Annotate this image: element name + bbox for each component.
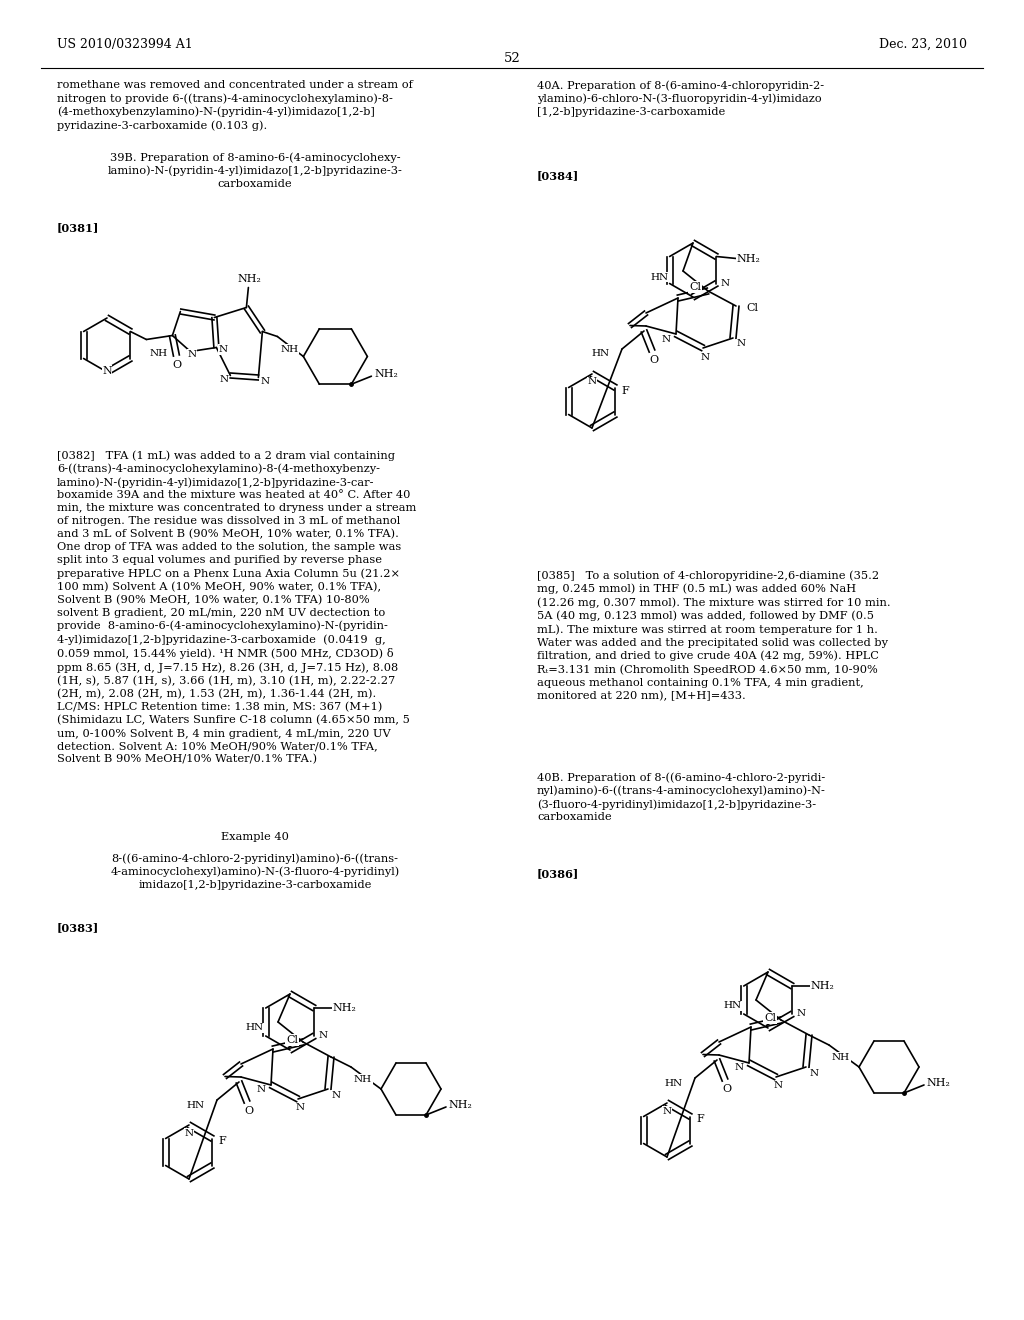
Text: N: N	[737, 339, 746, 348]
Text: N: N	[797, 1010, 805, 1019]
Text: F: F	[696, 1114, 705, 1125]
Text: HN: HN	[246, 1023, 264, 1032]
Text: N: N	[735, 1064, 744, 1072]
Text: NH₂: NH₂	[449, 1100, 472, 1110]
Text: Cl: Cl	[746, 304, 758, 313]
Text: N: N	[260, 378, 269, 385]
Text: 8-((6-amino-4-chloro-2-pyridinyl)amino)-6-((trans-
4-aminocyclohexyl)amino)-N-(3: 8-((6-amino-4-chloro-2-pyridinyl)amino)-…	[111, 853, 399, 890]
Text: NH: NH	[831, 1053, 850, 1063]
Text: HN: HN	[186, 1101, 205, 1110]
Text: NH: NH	[354, 1074, 372, 1084]
Text: NH₂: NH₂	[810, 981, 835, 991]
Text: N: N	[318, 1031, 328, 1040]
Text: Dec. 23, 2010: Dec. 23, 2010	[879, 38, 967, 51]
Text: N: N	[102, 366, 112, 376]
Text: NH₂: NH₂	[736, 253, 761, 264]
Text: N: N	[588, 378, 597, 387]
Text: [0385]   To a solution of 4-chloropyridine-2,6-diamine (35.2
mg, 0.245 mmol) in : [0385] To a solution of 4-chloropyridine…	[537, 570, 891, 701]
Text: Cl: Cl	[764, 1012, 776, 1023]
Text: 39B. Preparation of 8-amino-6-(4-aminocyclohexy-
lamino)-N-(pyridin-4-yl)imidazo: 39B. Preparation of 8-amino-6-(4-aminocy…	[108, 152, 402, 189]
Text: NH₂: NH₂	[238, 273, 261, 284]
Text: Example 40: Example 40	[221, 832, 289, 842]
Text: N: N	[720, 279, 729, 288]
Text: O: O	[245, 1106, 254, 1115]
Text: N: N	[187, 350, 197, 359]
Text: NH: NH	[150, 350, 168, 359]
Text: [0386]: [0386]	[537, 869, 580, 879]
Text: F: F	[622, 385, 630, 396]
Text: N: N	[810, 1068, 819, 1077]
Text: N: N	[296, 1104, 304, 1113]
Text: N: N	[219, 375, 228, 384]
Text: 52: 52	[504, 51, 520, 65]
Text: N: N	[218, 345, 227, 354]
Text: N: N	[332, 1090, 341, 1100]
Text: O: O	[173, 359, 182, 370]
Text: NH: NH	[281, 345, 299, 354]
Text: NH₂: NH₂	[333, 1003, 356, 1012]
Text: 40A. Preparation of 8-(6-amino-4-chloropyridin-2-
ylamino)-6-chloro-N-(3-fluorop: 40A. Preparation of 8-(6-amino-4-chlorop…	[537, 81, 824, 117]
Text: N: N	[663, 1106, 672, 1115]
Text: [0382]   TFA (1 mL) was added to a 2 dram vial containing
6-((trans)-4-aminocycl: [0382] TFA (1 mL) was added to a 2 dram …	[57, 450, 417, 764]
Text: NH₂: NH₂	[375, 370, 398, 379]
Text: 40B. Preparation of 8-((6-amino-4-chloro-2-pyridi-
nyl)amino)-6-((trans-4-aminoc: 40B. Preparation of 8-((6-amino-4-chloro…	[537, 772, 826, 822]
Text: romethane was removed and concentrated under a stream of
nitrogen to provide 6-(: romethane was removed and concentrated u…	[57, 81, 413, 131]
Text: O: O	[723, 1084, 731, 1094]
Text: NH₂: NH₂	[926, 1078, 950, 1088]
Text: O: O	[649, 355, 658, 366]
Text: N: N	[257, 1085, 266, 1094]
Text: N: N	[662, 334, 671, 343]
Text: N: N	[700, 352, 710, 362]
Text: F: F	[218, 1137, 226, 1147]
Text: Cl: Cl	[286, 1035, 298, 1045]
Text: HN: HN	[592, 350, 610, 359]
Text: [0384]: [0384]	[537, 170, 580, 181]
Text: HN: HN	[724, 1002, 742, 1011]
Text: N: N	[184, 1129, 194, 1138]
Text: US 2010/0323994 A1: US 2010/0323994 A1	[57, 38, 193, 51]
Text: [0383]: [0383]	[57, 921, 99, 933]
Text: [0381]: [0381]	[57, 222, 99, 234]
Text: HN: HN	[665, 1078, 683, 1088]
Text: HN: HN	[651, 272, 669, 281]
Text: Cl: Cl	[689, 282, 701, 292]
Text: N: N	[773, 1081, 782, 1090]
